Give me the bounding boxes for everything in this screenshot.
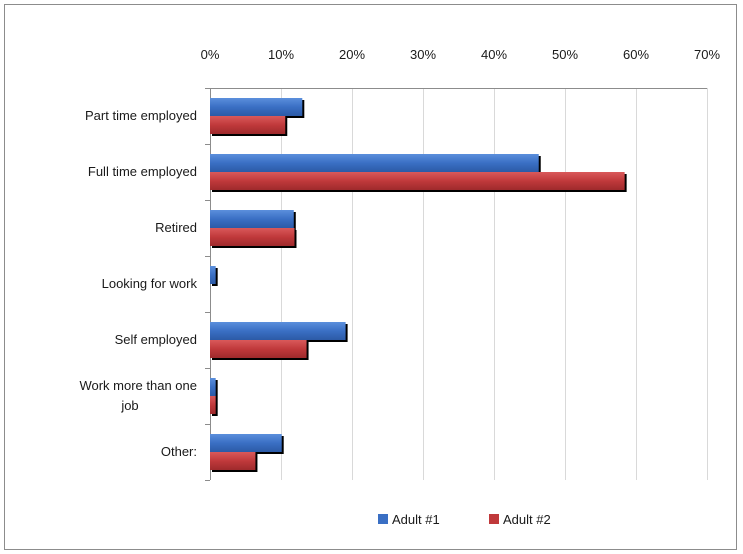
x-axis-ticks: 0% 10% 20% 30% 40% 50% 60% 70% <box>201 47 721 62</box>
category-label: job <box>120 398 138 413</box>
legend-entry: Adult #1 <box>392 512 440 527</box>
category-label: Full time employed <box>88 164 197 179</box>
bar-adult-2-6 <box>210 452 256 470</box>
category-label: Other: <box>161 444 197 459</box>
bar-adult-2-5 <box>210 396 216 414</box>
x-tick-label: 40% <box>481 47 507 62</box>
chart-frame <box>4 4 737 550</box>
category-label: Self employed <box>115 332 197 347</box>
bars <box>210 98 627 472</box>
bar-adult-1-0 <box>210 98 303 116</box>
x-tick-label: 20% <box>339 47 365 62</box>
legend-swatch <box>489 514 499 524</box>
bar-adult-2-0 <box>210 116 286 134</box>
category-labels: Part time employed Full time employed Reti… <box>79 108 197 459</box>
bar-adult-1-5 <box>210 378 216 396</box>
bar-adult-2-4 <box>210 340 307 358</box>
x-tick-label: 10% <box>268 47 294 62</box>
legend-entry: Adult #2 <box>503 512 551 527</box>
bar-adult-2-1 <box>210 172 625 190</box>
gridlines <box>205 88 708 481</box>
x-tick-label: 70% <box>694 47 720 62</box>
x-tick-label: 60% <box>623 47 649 62</box>
category-label: Work more than one <box>79 378 197 393</box>
bar-adult-2-2 <box>210 228 295 246</box>
bar-adult-1-2 <box>210 210 294 228</box>
x-tick-label: 30% <box>410 47 436 62</box>
bar-adult-1-3 <box>210 266 216 284</box>
bar-adult-1-4 <box>210 322 346 340</box>
legend: Adult #1 Adult #2 <box>378 512 551 527</box>
x-tick-label: 50% <box>552 47 578 62</box>
category-label: Part time employed <box>85 108 197 123</box>
bar-adult-1-6 <box>210 434 282 452</box>
legend-swatch <box>378 514 388 524</box>
category-label: Retired <box>155 220 197 235</box>
x-tick-label: 0% <box>201 47 220 62</box>
category-label: Looking for work <box>102 276 198 291</box>
bar-adult-1-1 <box>210 154 539 172</box>
